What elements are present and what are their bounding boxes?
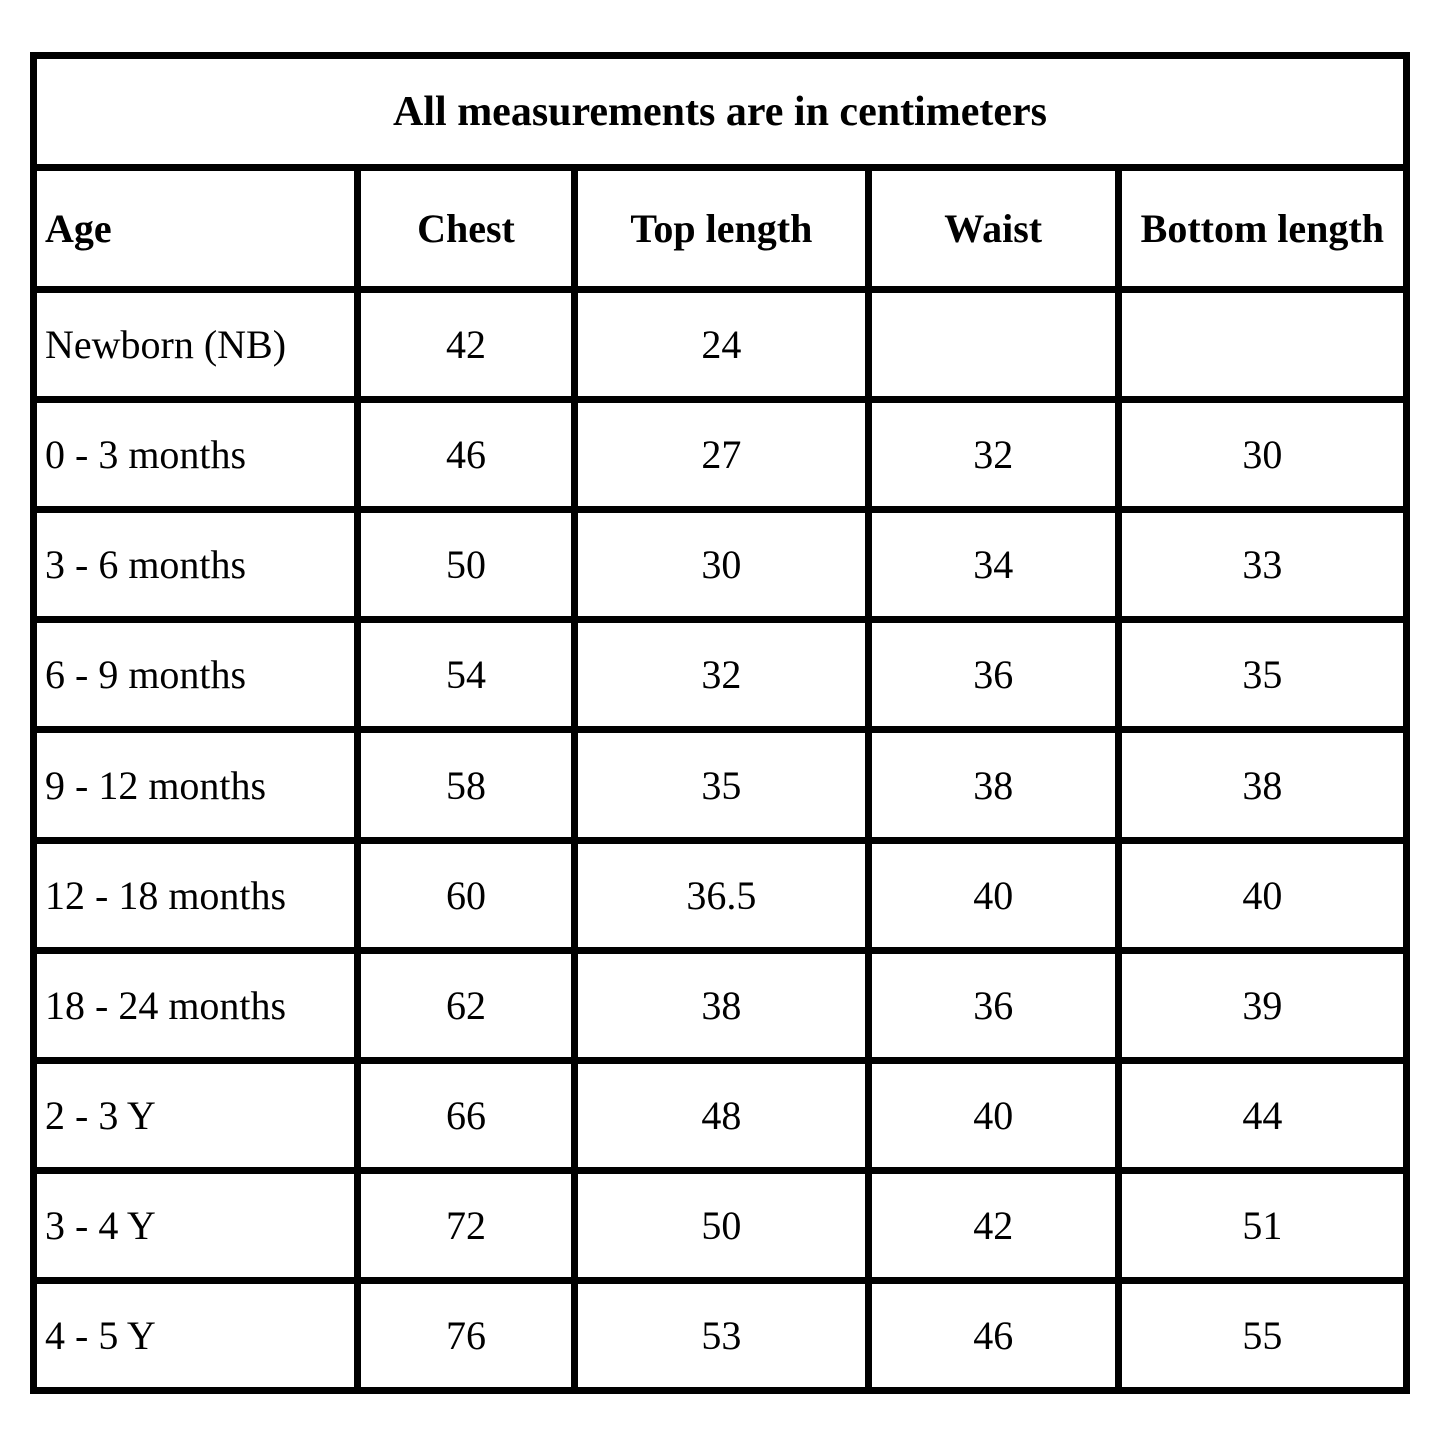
cell-waist: 40 [864,836,1122,954]
cell-age: 0 - 3 months [29,396,362,514]
cell-age: Newborn (NB) [29,286,362,404]
cell-age: 2 - 3 Y [29,1056,362,1174]
cell-bottom-length: 38 [1114,726,1411,844]
cell-chest: 66 [354,1056,578,1174]
cell-waist [864,286,1122,404]
cell-chest: 60 [354,836,578,954]
table-title: All measurements are in centimeters [30,51,1410,172]
column-header-age: Age [29,164,362,294]
title-row: All measurements are in centimeters [30,51,1410,172]
cell-bottom-length: 35 [1114,616,1411,734]
size-chart-table: All measurements are in centimeters Age … [29,51,1411,1395]
cell-chest: 62 [354,946,578,1064]
cell-waist: 46 [864,1276,1122,1395]
cell-top-length: 32 [570,616,872,734]
table-row: 3 - 6 months 50 30 34 33 [29,506,1411,624]
cell-bottom-length: 55 [1114,1276,1411,1395]
cell-bottom-length: 30 [1114,396,1411,514]
cell-chest: 42 [354,286,578,404]
cell-bottom-length: 51 [1114,1166,1411,1284]
cell-chest: 72 [354,1166,578,1284]
cell-top-length: 27 [570,396,872,514]
table-row: 6 - 9 months 54 32 36 35 [29,616,1411,734]
cell-bottom-length: 44 [1114,1056,1411,1174]
cell-top-length: 30 [570,506,872,624]
cell-waist: 40 [864,1056,1122,1174]
cell-age: 3 - 6 months [29,506,362,624]
cell-top-length: 50 [570,1166,872,1284]
cell-chest: 58 [354,726,578,844]
cell-top-length: 48 [570,1056,872,1174]
cell-top-length: 24 [570,286,872,404]
cell-age: 3 - 4 Y [29,1166,362,1284]
column-header-chest: Chest [354,164,578,294]
table-row: 12 - 18 months 60 36.5 40 40 [29,836,1411,954]
cell-bottom-length: 33 [1114,506,1411,624]
cell-chest: 50 [354,506,578,624]
cell-top-length: 38 [570,946,872,1064]
cell-chest: 54 [354,616,578,734]
cell-age: 6 - 9 months [29,616,362,734]
table-row: Newborn (NB) 42 24 [29,286,1411,404]
cell-bottom-length: 39 [1114,946,1411,1064]
column-header-top-length: Top length [570,164,872,294]
table-row: 4 - 5 Y 76 53 46 55 [29,1276,1411,1395]
table-row: 0 - 3 months 46 27 32 30 [29,396,1411,514]
cell-waist: 32 [864,396,1122,514]
column-header-bottom-length: Bottom length [1114,164,1411,294]
cell-top-length: 35 [570,726,872,844]
cell-bottom-length [1114,286,1411,404]
cell-waist: 36 [864,946,1122,1064]
header-row: Age Chest Top length Waist Bottom length [29,164,1411,294]
cell-waist: 42 [864,1166,1122,1284]
cell-chest: 46 [354,396,578,514]
cell-waist: 34 [864,506,1122,624]
cell-age: 18 - 24 months [29,946,362,1064]
table-row: 3 - 4 Y 72 50 42 51 [29,1166,1411,1284]
cell-age: 9 - 12 months [29,726,362,844]
cell-top-length: 36.5 [570,836,872,954]
cell-bottom-length: 40 [1114,836,1411,954]
cell-chest: 76 [354,1276,578,1395]
cell-waist: 38 [864,726,1122,844]
table-row: 18 - 24 months 62 38 36 39 [29,946,1411,1064]
cell-waist: 36 [864,616,1122,734]
table-row: 9 - 12 months 58 35 38 38 [29,726,1411,844]
table-row: 2 - 3 Y 66 48 40 44 [29,1056,1411,1174]
cell-age: 4 - 5 Y [29,1276,362,1395]
column-header-waist: Waist [864,164,1122,294]
cell-age: 12 - 18 months [29,836,362,954]
cell-top-length: 53 [570,1276,872,1395]
